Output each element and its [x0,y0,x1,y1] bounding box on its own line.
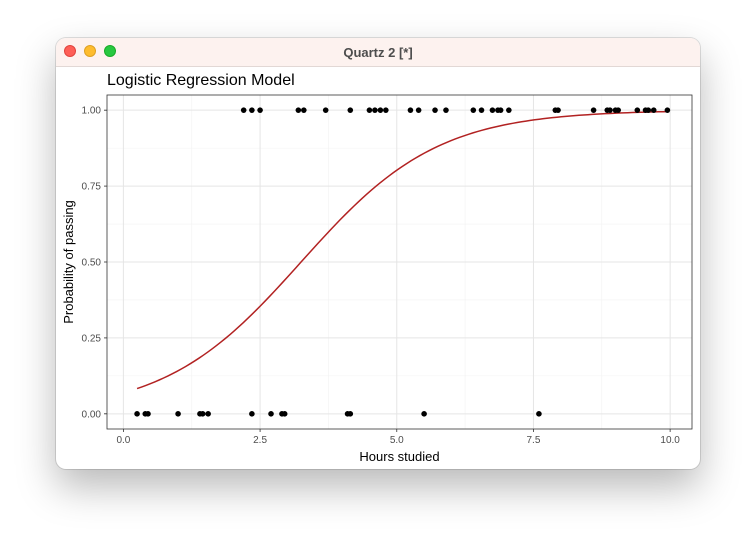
data-point [607,107,613,113]
data-point [199,411,206,417]
window-titlebar[interactable]: Quartz 2 [*] [56,38,700,67]
y-tick-label: 0.00 [82,409,102,420]
data-point [432,107,438,113]
data-point [268,411,274,417]
plot-area: Logistic Regression Model 0.00 0.25 0.50 0.… [56,67,700,469]
y-axis: 0.00 0.25 0.50 0.75 1.00 [82,106,107,420]
x-axis: 0.0 2.5 5.0 7.5 10.0 [116,429,680,446]
data-point [205,411,211,417]
zoom-window-button[interactable] [104,45,116,57]
x-axis-label: Hours studied [359,449,439,464]
data-points [134,107,671,417]
x-tick-label: 2.5 [253,435,267,446]
data-point [634,107,641,113]
data-point [407,107,414,113]
y-axis-label: Probability of passing [61,200,76,324]
data-point [145,411,151,417]
data-point [377,107,384,113]
logistic-regression-chart: Logistic Regression Model 0.000.250.500.… [61,72,693,464]
x-tick-label: 10.0 [660,435,680,446]
data-point [555,107,561,113]
data-point [301,107,307,113]
data-point [240,107,247,113]
data-point [249,107,255,113]
major-gridlines [107,95,692,429]
data-point [249,411,255,417]
data-point [650,107,657,113]
window-title: Quartz 2 [*] [343,45,413,60]
data-point [347,411,354,417]
data-point [415,107,422,113]
minimize-window-button[interactable] [84,45,96,57]
data-point [645,107,652,113]
plot-window: Quartz 2 [*] Logistic Regression Model 0… [56,38,700,469]
data-point [421,411,427,417]
data-point [281,411,288,417]
data-point [175,411,181,417]
close-window-button[interactable] [64,45,76,57]
data-point [497,107,504,113]
data-point [536,411,542,417]
data-point [506,107,512,113]
chart-title: Logistic Regression Model [107,72,295,89]
data-point [443,107,449,113]
data-point [257,107,263,113]
y-tick-label: 1.00 [82,106,102,117]
data-point [383,107,389,113]
data-point [366,107,373,113]
y-tick-label: 0.25 [82,333,102,344]
x-tick-label: 5.0 [390,435,404,446]
data-point [295,107,302,113]
data-point [664,107,671,113]
data-point [372,107,378,113]
data-point [615,107,621,113]
data-point [478,107,485,113]
data-point [590,107,597,113]
logistic-fit-curve [136,110,668,390]
x-tick-label: 0.0 [116,435,130,446]
data-point [470,107,477,113]
y-tick-label: 0.75 [82,182,102,193]
data-point [489,107,496,113]
x-tick-label: 7.5 [526,435,540,446]
data-point [322,107,329,113]
data-point [347,107,354,113]
data-point [134,411,140,417]
y-tick-label: 0.50 [82,258,102,269]
